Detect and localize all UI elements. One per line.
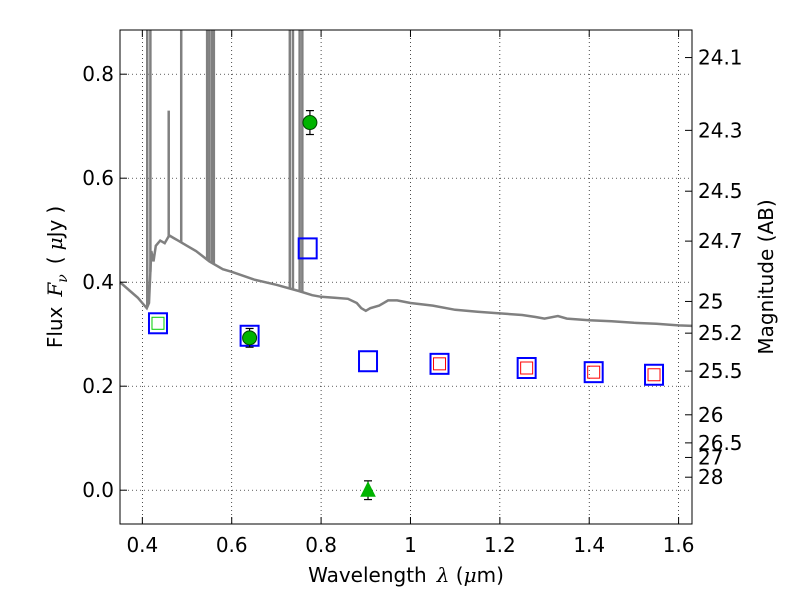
red-inner-square: [587, 365, 601, 379]
x-tick-label: 0.6: [216, 533, 248, 557]
x-tick-label: 0.8: [305, 533, 337, 557]
model-photometry-square: [516, 357, 537, 379]
model-photometry-square: [147, 312, 168, 335]
y-tick-label: 0.8: [82, 62, 114, 86]
model-photometry-square: [583, 361, 604, 384]
magnitude-tick-label: 25.2: [698, 321, 743, 345]
y-axis-label: FluxFν(μJy): [43, 206, 71, 348]
magnitude-tick-label: 26: [698, 403, 723, 427]
magnitude-tick-label: 28: [698, 465, 723, 489]
magnitude-tick-label: 26.5: [698, 431, 743, 455]
green-inner-square: [151, 316, 165, 330]
y-tick-label: 0.0: [82, 478, 114, 502]
model-sed-spectrum: [119, 30, 693, 328]
model-photometry-square: [358, 350, 379, 373]
magnitude-tick-label: 24.7: [698, 229, 743, 253]
magnitude-tick-label: 24.3: [698, 118, 743, 142]
x-tick-label: 1.6: [663, 533, 695, 557]
y-tick-label: 0.4: [82, 270, 114, 294]
model-photometry-square: [297, 237, 318, 260]
magnitude-tick-label: 27: [698, 445, 723, 469]
grid-lines: [120, 30, 692, 524]
red-inner-square: [433, 357, 447, 371]
magnitude-tick-label: 25: [698, 289, 723, 313]
data-markers: [147, 109, 665, 501]
x-tick-label: 1: [404, 533, 417, 557]
x-tick-label: 1.2: [484, 533, 516, 557]
x-tick-label: 1.4: [573, 533, 605, 557]
y-tick-label: 0.2: [82, 374, 114, 398]
model-photometry-square: [644, 363, 665, 386]
observation-upper-limit-triangle: [360, 481, 376, 497]
observation-point: [242, 330, 258, 346]
magnitude-tick-label: 24.5: [698, 179, 743, 203]
y-tick-label: 0.6: [82, 166, 114, 190]
red-inner-square: [520, 361, 534, 375]
axis-ticks: 0.4 0.6 0.8 1 1.2 1.4 1.6 0.0 0.2 0.4 0.6 0.8 24.1 24…: [82, 30, 743, 557]
model-photometry-square: [429, 352, 450, 375]
x-axis-label: Wavelength λ (μm): [308, 563, 504, 587]
sed-continuum-line: [119, 233, 693, 328]
red-inner-square: [647, 368, 661, 382]
observation-point: [302, 115, 318, 131]
magnitude-tick-label: 25.5: [698, 359, 743, 383]
magnitude-axis-label: Magnitude (AB): [754, 199, 778, 354]
magnitude-tick-label: 24.1: [698, 46, 743, 70]
plot-frame: [119, 29, 693, 525]
x-tick-label: 0.4: [126, 533, 158, 557]
